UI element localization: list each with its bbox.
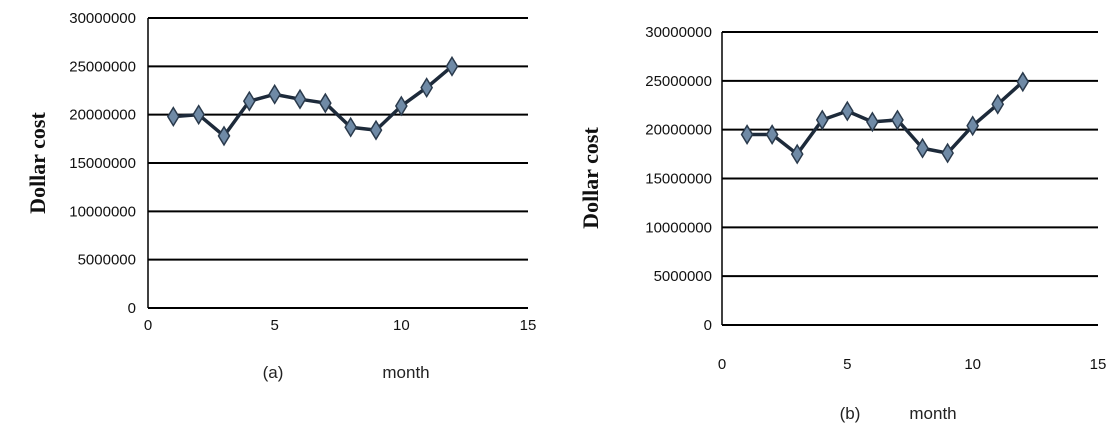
chart-a-data-point	[445, 55, 459, 77]
chart-b-y-tick-label: 0	[704, 317, 712, 334]
chart-a-y-tick-label: 25000000	[69, 58, 136, 75]
chart-b-data-point	[866, 111, 879, 133]
chart-b-x-tick-label: 10	[964, 356, 981, 373]
chart-b-y-tick-label: 30000000	[645, 24, 712, 41]
chart-b-x-tick-label: 15	[1090, 356, 1107, 373]
chart-b-y-tick-label: 15000000	[645, 171, 712, 188]
chart-b-data-point	[790, 143, 804, 165]
chart-b-y-tick-label: 20000000	[645, 122, 712, 139]
chart-a-y-tick-label: 5000000	[78, 252, 136, 269]
chart-b-data-point	[840, 100, 854, 122]
chart-a-data-point	[420, 77, 434, 99]
chart-a-svg: 0 5000000 10000000 15000000 20000000 25000000…	[25, 10, 537, 382]
chart-a-x-tick-label: 15	[520, 317, 537, 334]
chart-a-y-tick-label: 0	[128, 300, 136, 317]
chart-b-data-point	[740, 124, 754, 145]
chart-b-data-point	[916, 137, 929, 159]
chart-panel-b: 0 5000000 10000000 15000000 20000000 25000000…	[560, 0, 1117, 438]
chart-a-data-point	[293, 88, 307, 110]
chart-b-y-tick-label: 10000000	[645, 219, 712, 236]
chart-a-data-point	[166, 106, 180, 128]
chart-a-data-point	[268, 83, 282, 105]
chart-b-data-point	[815, 109, 829, 131]
chart-b-y-axis-label: Dollar cost	[578, 127, 603, 229]
chart-a-data-point	[217, 125, 231, 147]
chart-a-data-point	[369, 119, 383, 141]
chart-b-x-tick-label: 5	[843, 356, 851, 373]
chart-a-data-point	[242, 90, 256, 112]
chart-a-data-point	[318, 92, 332, 114]
chart-a-data-point	[394, 95, 408, 117]
chart-b-data-point	[891, 109, 904, 131]
chart-a-y-tick-label: 15000000	[69, 155, 136, 172]
chart-b-x-axis-label: month	[909, 404, 956, 423]
chart-a-y-tick-label: 30000000	[69, 10, 136, 27]
chart-b-data-point	[966, 115, 980, 137]
chart-b-data-point	[765, 124, 779, 145]
chart-a-x-tick-label: 0	[144, 317, 152, 334]
chart-b-panel-label: (b)	[840, 404, 861, 423]
chart-a-x-tick-label: 5	[270, 317, 278, 334]
chart-b-data-point	[1016, 71, 1030, 93]
chart-a-y-tick-label: 20000000	[69, 107, 136, 124]
chart-b-x-tick-label: 0	[718, 356, 726, 373]
chart-b-series-line	[747, 80, 1024, 156]
chart-a-x-tick-label: 10	[393, 317, 410, 334]
chart-b-y-tick-label: 25000000	[645, 73, 712, 90]
chart-a-panel-label: (a)	[263, 363, 284, 382]
chart-b-svg: 0 5000000 10000000 15000000 20000000 25000000…	[578, 24, 1107, 423]
chart-a-x-axis-label: month	[382, 363, 429, 382]
chart-b-data-point	[941, 142, 954, 164]
chart-a-data-point	[344, 116, 358, 138]
chart-a-data-point	[192, 104, 206, 126]
chart-panel-a: 0 5000000 10000000 15000000 20000000 25000000…	[25, 10, 537, 382]
chart-b-data-point	[991, 93, 1005, 115]
chart-b-y-tick-label: 5000000	[654, 268, 712, 285]
chart-a-y-axis-label: Dollar cost	[25, 112, 50, 214]
chart-a-y-tick-label: 10000000	[69, 203, 136, 220]
chart-a-series-line	[173, 64, 454, 138]
